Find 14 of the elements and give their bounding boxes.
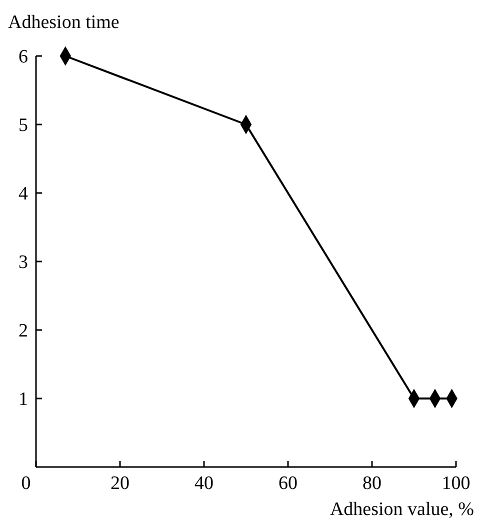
y-axis-title: Adhesion time <box>8 12 120 33</box>
x-tick-label: 20 <box>110 473 130 494</box>
y-tick-label: 2 <box>18 320 28 342</box>
y-tick-label: 5 <box>18 115 28 136</box>
x-tick-label: 100 <box>442 473 470 494</box>
x-tick-label: 80 <box>362 473 382 494</box>
y-tick-label: 4 <box>18 184 28 205</box>
y-tick-label: 1 <box>18 389 28 410</box>
x-axis-title: Adhesion value, % <box>330 499 474 520</box>
y-tick-label: 6 <box>18 46 28 68</box>
y-tick-label: 3 <box>18 252 28 274</box>
x-tick-label: 60 <box>278 473 298 494</box>
x-tick-label: 0 <box>21 473 31 494</box>
x-tick-label: 40 <box>194 473 214 494</box>
